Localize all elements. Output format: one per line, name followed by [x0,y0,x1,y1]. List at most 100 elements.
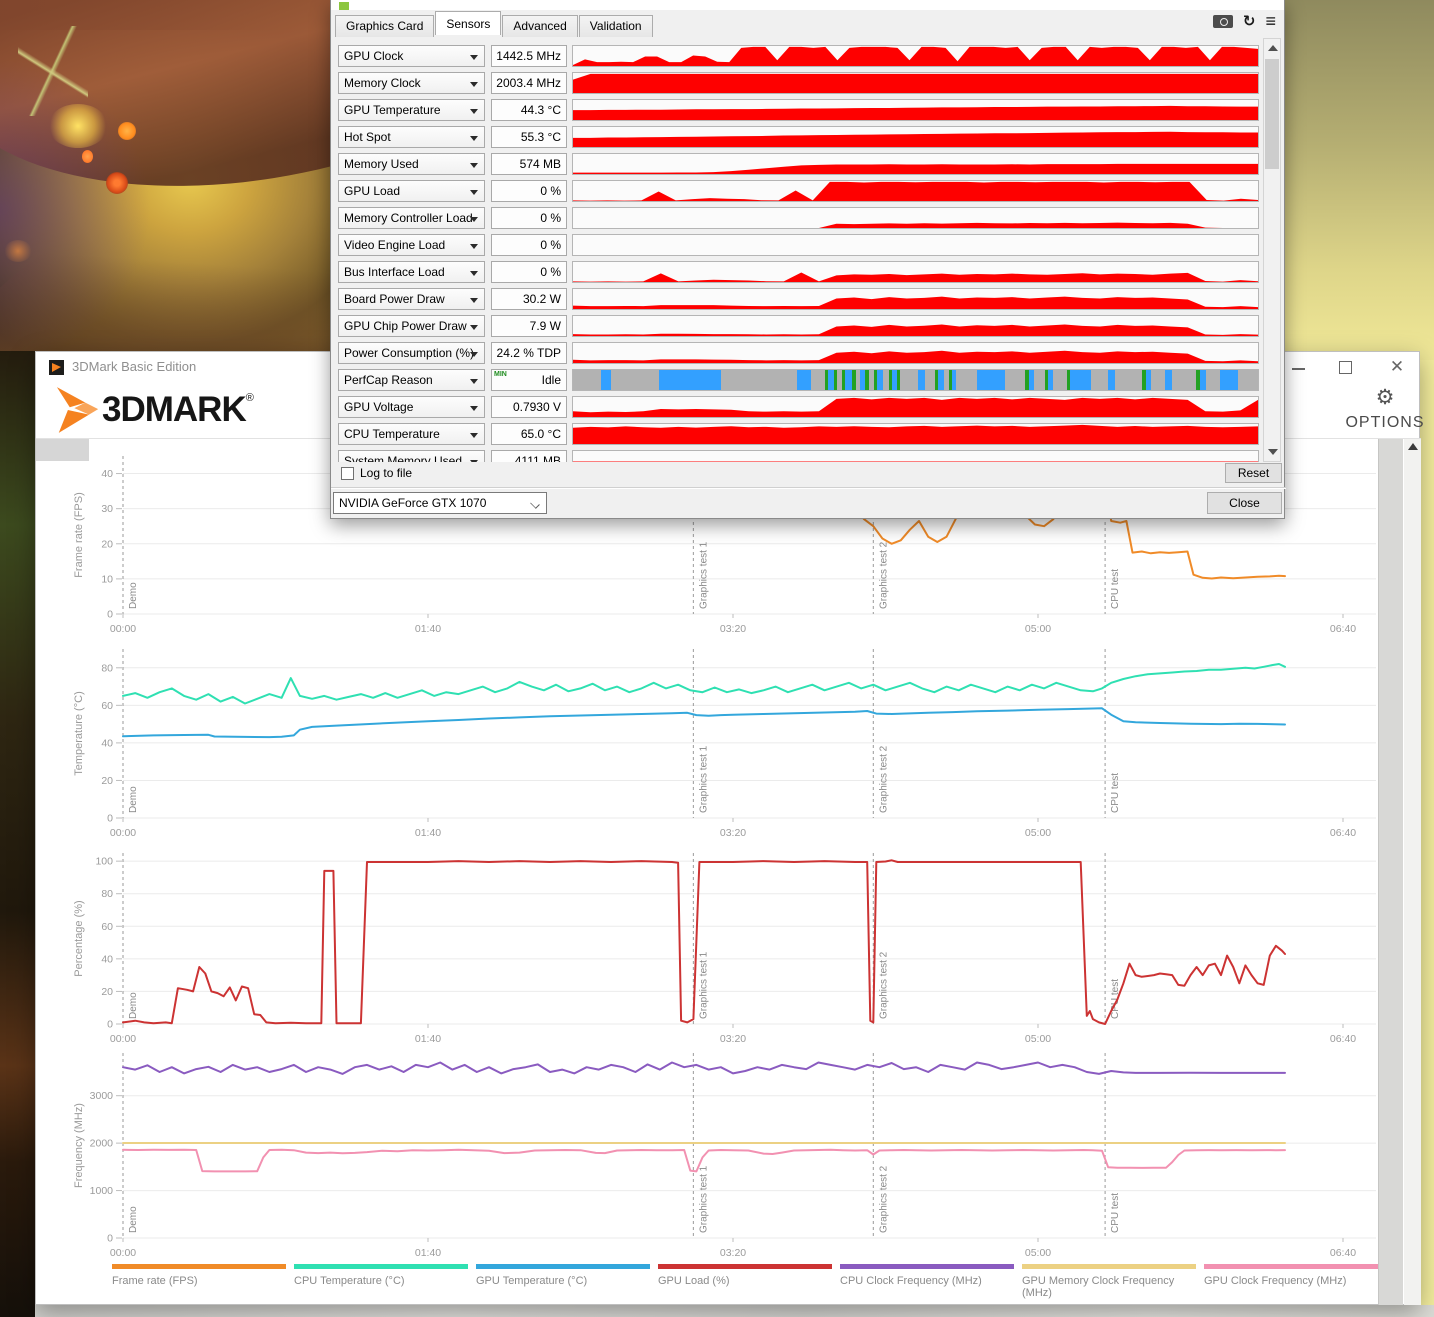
gpuz-scrollbar[interactable] [1263,38,1281,462]
log-to-file-option[interactable]: Log to file [341,466,412,480]
svg-text:60: 60 [101,921,113,933]
dropdown-caret-icon [470,190,478,195]
sensor-history-graph [572,153,1259,175]
sensor-name-dropdown[interactable]: Memory Controller Load [338,207,485,229]
sensor-row: Memory Used 574 MB [331,153,1286,175]
sensor-name-dropdown[interactable]: System Memory Used [338,450,485,462]
scroll-up-icon[interactable] [1268,45,1278,51]
close-button[interactable]: ✕ [1389,357,1405,376]
wallpaper-right-strip [1270,0,1434,360]
legend-item: GPU Load (%) [658,1264,840,1299]
screenshot-camera-icon[interactable] [1212,14,1233,28]
svg-text:05:00: 05:00 [1025,623,1051,635]
tab-validation[interactable]: Validation [578,15,653,37]
tab-sensors[interactable]: Sensors [435,11,502,35]
wallpaper-sprig [18,26,88,116]
sensor-row: Memory Controller Load 0 % [331,207,1286,229]
svg-text:Demo: Demo [128,582,139,609]
sensor-name-dropdown[interactable]: Hot Spot [338,126,485,148]
sensor-name-dropdown[interactable]: CPU Temperature [338,423,485,445]
sensor-name-dropdown[interactable]: Memory Clock [338,72,485,94]
sensor-name-dropdown[interactable]: GPU Load [338,180,485,202]
gpu-select-value: NVIDIA GeForce GTX 1070 [339,496,487,510]
legend-item: GPU Clock Frequency (MHz) [1204,1264,1386,1299]
gpuz-app-icon [339,2,349,10]
sensor-history-graph [572,72,1259,94]
minimize-button[interactable] [1292,368,1305,370]
gpuz-close-button[interactable]: Close [1207,492,1282,514]
scroll-down-icon[interactable] [1268,449,1278,455]
window-scrollbar[interactable] [1404,439,1421,1305]
legend-label: GPU Load (%) [658,1275,730,1287]
gear-icon[interactable]: ⚙ [1375,386,1395,409]
svg-text:03:20: 03:20 [720,623,746,635]
svg-text:30: 30 [101,503,113,515]
sensor-name-dropdown[interactable]: Board Power Draw [338,288,485,310]
chart-area-scrollbar-thumb[interactable] [1378,439,1403,1305]
dropdown-caret-icon [470,406,478,411]
sensor-row: Power Consumption (%) 24.2 % TDP [331,342,1286,364]
svg-text:80: 80 [101,888,113,900]
sensor-history-graph [572,423,1259,445]
dropdown-caret-icon [470,460,478,462]
menu-icon[interactable]: ≡ [1265,11,1276,31]
sensor-row: GPU Load 0 % [331,180,1286,202]
legend-color-bar [658,1264,832,1269]
svg-text:03:20: 03:20 [720,1247,746,1259]
svg-text:06:40: 06:40 [1330,827,1356,839]
sensor-value: 55.3 °C [491,126,567,148]
sensor-value: 7.9 W [491,315,567,337]
dropdown-caret-icon [470,217,478,222]
svg-text:Graphics test 1: Graphics test 1 [698,745,709,813]
tab-advanced[interactable]: Advanced [502,15,578,37]
svg-text:06:40: 06:40 [1330,1247,1356,1259]
sensor-name-dropdown[interactable]: GPU Clock [338,45,485,67]
scroll-up-icon[interactable] [1408,443,1418,450]
svg-text:Demo: Demo [128,1206,139,1233]
scrollbar-thumb[interactable] [1265,59,1279,169]
sensor-name-dropdown[interactable]: Video Engine Load [338,234,485,256]
svg-text:10: 10 [101,573,113,585]
legend-label: Frame rate (FPS) [112,1275,198,1287]
sensor-name-dropdown[interactable]: Power Consumption (%) [338,342,485,364]
sensor-history-graph [572,288,1259,310]
chart-frequency: 0 1000 2000 3000 00:00 01:40 03:20 05:00 06:40 De… [36,1041,1421,1264]
sensor-row: GPU Chip Power Draw 7.9 W [331,315,1286,337]
gpuz-window: Graphics Card Sensors Advanced Validation ↻… [330,0,1286,519]
options-button[interactable]: OPTIONS [1345,414,1425,431]
sensor-row: GPU Clock 1442.5 MHz [331,45,1286,67]
3dmark-app-icon [49,360,64,375]
legend-color-bar [840,1264,1014,1269]
sensor-name-dropdown[interactable]: GPU Temperature [338,99,485,121]
registered-mark: ® [245,392,254,404]
sensor-value: 4111 MB [491,450,567,462]
tab-graphics-card[interactable]: Graphics Card [335,15,435,37]
svg-text:01:40: 01:40 [415,827,441,839]
refresh-icon[interactable]: ↻ [1242,13,1256,30]
sensor-name-dropdown[interactable]: GPU Voltage [338,396,485,418]
sensor-name-dropdown[interactable]: PerfCap Reason [338,369,485,391]
sensor-history-graph [572,99,1259,121]
dropdown-caret-icon [470,271,478,276]
bottom-separator [331,487,1286,489]
sensor-name-dropdown[interactable]: GPU Chip Power Draw [338,315,485,337]
svg-text:00:00: 00:00 [110,827,136,839]
sensor-value: 574 MB [491,153,567,175]
reset-button[interactable]: Reset [1225,463,1282,483]
svg-text:2000: 2000 [90,1138,114,1150]
gpuz-titlebar[interactable] [331,0,1284,10]
svg-text:100: 100 [95,856,113,868]
svg-text:Graphics test 1: Graphics test 1 [698,951,709,1019]
svg-text:60: 60 [101,700,113,712]
sensor-value: MIN Idle [491,369,567,391]
maximize-button[interactable] [1339,361,1352,374]
log-to-file-checkbox[interactable] [341,466,354,480]
sensor-name-dropdown[interactable]: Bus Interface Load [338,261,485,283]
sensor-value: 24.2 % TDP [491,342,567,364]
dropdown-caret-icon [470,379,478,384]
wallpaper-bottom-strip [35,1305,1434,1317]
svg-text:01:40: 01:40 [415,1033,441,1045]
legend-label: CPU Temperature (°C) [294,1275,405,1287]
sensor-name-dropdown[interactable]: Memory Used [338,153,485,175]
gpu-select-dropdown[interactable]: NVIDIA GeForce GTX 1070 [333,492,547,514]
